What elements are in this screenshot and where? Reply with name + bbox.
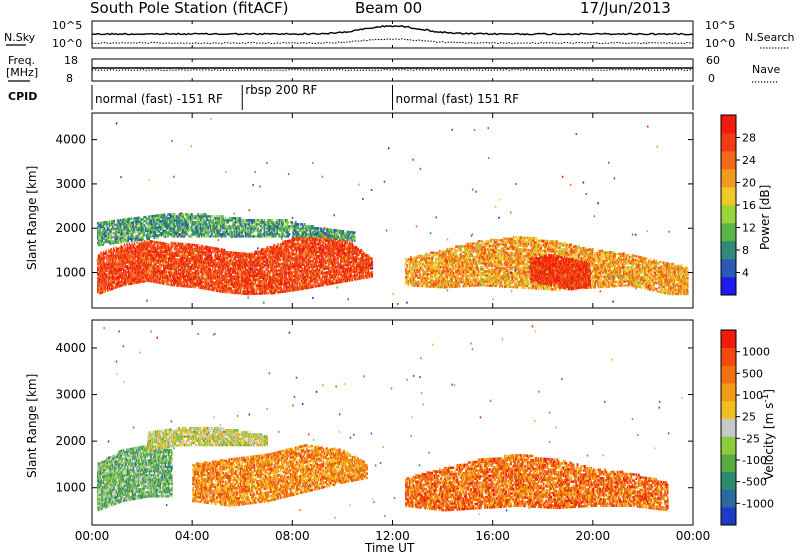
cpid-segment-label: rbsp 200 RF — [245, 83, 317, 97]
heatmap-cell — [198, 270, 199, 272]
frequency-panel: Freq. [MHz] 18 8 60 0 Nave — [6, 54, 780, 85]
heatmap-cell — [152, 240, 153, 242]
beam-label: Beam 00 — [355, 0, 422, 17]
heatmap-cell — [245, 253, 246, 255]
heatmap-cell — [136, 241, 137, 243]
heatmap-cell — [100, 252, 101, 254]
heatmap-cell — [274, 244, 275, 246]
noise-right-tick-bottom: 10^0 — [705, 37, 735, 50]
heatmap-cell — [104, 256, 105, 258]
heatmap-cell — [257, 292, 258, 294]
heatmap-cell — [308, 282, 309, 284]
heatmap-cell — [102, 267, 103, 269]
heatmap-cell — [135, 244, 136, 246]
heatmap-cell — [198, 244, 199, 246]
heatmap-cell — [121, 284, 122, 286]
noise-sky-label: N.Sky — [4, 31, 36, 44]
heatmap-cell — [282, 249, 283, 251]
heatmap-cell — [107, 267, 108, 269]
heatmap-cell — [335, 264, 336, 266]
heatmap-cell — [166, 243, 167, 245]
heatmap-cell — [111, 250, 112, 252]
heatmap-cell — [169, 283, 170, 285]
heatmap-cell — [192, 272, 193, 274]
heatmap-cell — [212, 247, 213, 249]
heatmap-cell — [167, 275, 168, 277]
noise-search-trace — [92, 39, 693, 44]
freq-label-line2: [MHz] — [6, 66, 38, 79]
heatmap-cell — [155, 247, 156, 249]
heatmap-cell — [125, 283, 126, 285]
heatmap-cell — [267, 254, 268, 256]
noise-left-tick-top: 10^5 — [52, 19, 82, 32]
heatmap-cell — [105, 250, 106, 252]
noise-search-label: N.Search — [745, 31, 795, 44]
heatmap-cell — [128, 269, 129, 271]
heatmap-cell — [107, 273, 108, 275]
noise-right-tick-top: 10^5 — [705, 19, 735, 32]
heatmap-cell — [224, 249, 225, 251]
heatmap-cell — [98, 286, 99, 288]
heatmap-cell — [113, 285, 114, 287]
noise-sky-trace — [92, 26, 693, 35]
nave-tick-bottom: 0 — [708, 72, 715, 85]
plot-title: South Pole Station (fitACF) — [90, 0, 288, 17]
heatmap-cell — [149, 274, 150, 276]
freq-tick-bottom: 8 — [66, 72, 73, 85]
cpid-segment-label: normal (fast) -151 RF — [95, 92, 223, 106]
freq-tick-top: 18 — [64, 54, 78, 67]
noise-panel: N.Sky 10^5 10^0 10^5 10^0 N.Search — [4, 19, 795, 50]
heatmap-cell — [267, 292, 268, 294]
heatmap-cell — [241, 292, 242, 294]
nave-tick-top: 60 — [706, 54, 720, 67]
heatmap-cell — [116, 278, 117, 280]
heatmap-cell — [120, 280, 121, 282]
heatmap-cell — [226, 269, 227, 271]
heatmap-cell — [192, 244, 193, 246]
cpid-label: CPID — [8, 90, 37, 103]
heatmap-cell — [114, 249, 115, 251]
date-label: 17/Jun/2013 — [580, 0, 671, 17]
heatmap-cell — [280, 259, 281, 261]
nave-label: Nave — [752, 63, 780, 76]
heatmap-cell — [252, 253, 253, 255]
heatmap-cell — [238, 292, 239, 294]
heatmap-cell — [127, 245, 128, 247]
heatmap-cell — [166, 271, 167, 273]
heatmap-cell — [337, 265, 338, 267]
heatmap-cell — [168, 243, 169, 245]
heatmap-cell — [154, 241, 155, 243]
nave-trace — [92, 70, 693, 71]
cpid-segment-label: normal (fast) 151 RF — [396, 92, 520, 106]
heatmap-cell — [115, 287, 116, 289]
noise-left-tick-bottom: 10^0 — [52, 37, 82, 50]
heatmap-cell — [254, 289, 255, 291]
heatmap-cell — [119, 277, 120, 279]
heatmap-cell — [127, 265, 128, 267]
heatmap-cell — [210, 268, 211, 270]
heatmap-cell — [120, 265, 121, 267]
cpid-strip: CPID normal (fast) -151 RF rbsp 200 RF nor… — [8, 83, 693, 110]
heatmap-cell — [316, 285, 317, 287]
heatmap-cell — [132, 282, 133, 284]
